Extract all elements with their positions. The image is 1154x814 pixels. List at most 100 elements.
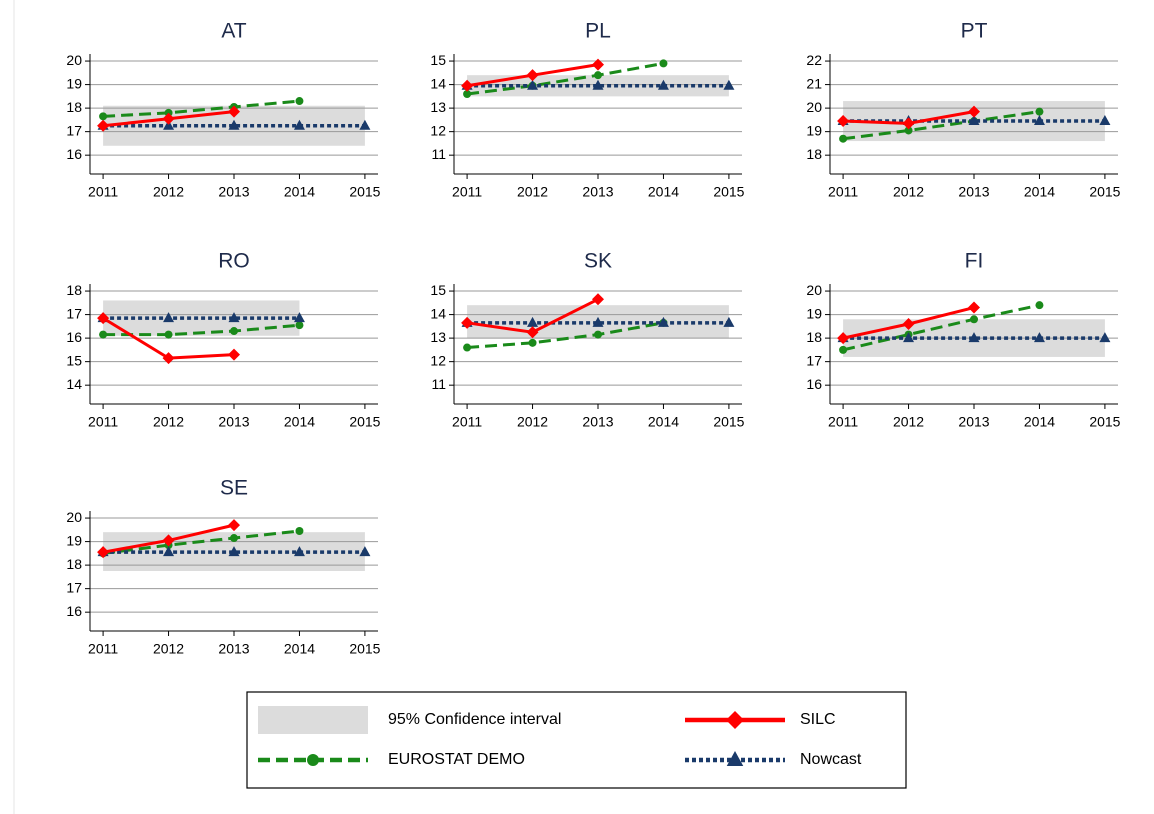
legend-label: Nowcast [800, 751, 862, 768]
point [839, 134, 848, 143]
x-tick-label: 2015 [1089, 184, 1120, 200]
point [968, 105, 980, 118]
point [1099, 115, 1111, 126]
series-line [466, 321, 664, 350]
point [99, 330, 108, 339]
y-tick-label: 18 [66, 99, 82, 115]
y-tick-label: 19 [806, 122, 822, 138]
point [163, 546, 175, 557]
point [904, 126, 913, 135]
point [97, 546, 110, 559]
point [293, 312, 305, 323]
x-tick-label: 2012 [517, 414, 548, 430]
y-tick-label: 15 [66, 352, 82, 368]
point [293, 119, 305, 130]
point [527, 79, 539, 90]
y-tick-label: 15 [430, 52, 446, 68]
point [162, 112, 175, 125]
series-line [103, 99, 300, 118]
point [359, 119, 371, 130]
point [295, 527, 304, 535]
y-tick-label: 14 [66, 376, 82, 392]
x-tick-label: 2012 [893, 184, 924, 200]
y-tick-label: 19 [66, 532, 82, 548]
point [463, 343, 472, 352]
point [968, 115, 980, 126]
y-tick-label: 18 [66, 556, 82, 572]
legend-label: SILC [800, 711, 836, 728]
point [839, 345, 848, 354]
point [1033, 115, 1045, 126]
y-tick-label: 14 [430, 75, 446, 91]
series-line [842, 303, 1040, 352]
point [293, 546, 305, 557]
x-tick-label: 2013 [582, 184, 613, 200]
point [657, 316, 669, 327]
point [228, 519, 240, 532]
x-tick-label: 2015 [713, 184, 744, 200]
x-tick-label: 2012 [153, 414, 184, 430]
y-tick-label: 19 [806, 305, 822, 321]
point [526, 326, 539, 339]
x-tick-label: 2015 [349, 414, 380, 430]
x-tick-label: 2012 [153, 184, 184, 200]
point [1099, 332, 1111, 343]
point [295, 321, 304, 330]
point [968, 332, 980, 343]
x-tick-label: 2012 [517, 184, 548, 200]
y-tick-label: 16 [66, 146, 82, 162]
x-tick-label: 2015 [349, 641, 380, 657]
point [295, 97, 304, 106]
y-tick-label: 11 [431, 146, 446, 162]
x-tick-label: 2011 [88, 184, 118, 200]
point [461, 79, 474, 92]
x-tick-label: 2013 [218, 414, 249, 430]
point [657, 79, 669, 90]
point [723, 79, 735, 90]
point [594, 71, 602, 80]
x-tick-label: 2013 [218, 641, 249, 657]
point [463, 90, 472, 98]
x-tick-label: 2012 [893, 414, 924, 430]
y-tick-label: 12 [430, 352, 446, 368]
x-tick-label: 2014 [648, 184, 679, 200]
panel-title: PL [585, 20, 611, 43]
legend-label: EUROSTAT DEMO [388, 751, 525, 768]
point [527, 316, 539, 327]
point [903, 332, 915, 343]
point [526, 69, 539, 82]
point [837, 332, 850, 345]
y-tick-label: 16 [66, 329, 82, 345]
y-tick-label: 18 [806, 329, 822, 345]
point [228, 348, 240, 361]
x-tick-label: 2014 [284, 641, 315, 657]
panel-title: AT [221, 20, 246, 43]
point [163, 119, 175, 130]
point [164, 330, 173, 339]
x-tick-label: 2011 [88, 414, 118, 430]
y-tick-label: 13 [430, 99, 446, 115]
point [592, 316, 604, 327]
panel-title: SE [220, 477, 248, 500]
point [592, 293, 604, 306]
y-tick-label: 12 [430, 122, 446, 138]
x-tick-label: 2014 [648, 414, 679, 430]
legend-marker [726, 751, 744, 766]
y-tick-label: 14 [430, 305, 446, 321]
y-tick-label: 17 [806, 352, 822, 368]
x-tick-label: 2011 [828, 414, 858, 430]
point [1033, 332, 1045, 343]
point [162, 352, 175, 365]
y-tick-label: 21 [806, 75, 822, 91]
y-tick-label: 19 [66, 75, 82, 91]
panel-title: RO [218, 250, 250, 273]
series-line [102, 529, 300, 555]
point [228, 546, 240, 557]
series-line [466, 61, 664, 96]
x-tick-label: 2013 [958, 184, 989, 200]
x-tick-label: 2011 [452, 184, 482, 200]
x-tick-label: 2014 [1024, 414, 1055, 430]
point [228, 312, 240, 323]
x-tick-label: 2011 [828, 184, 858, 200]
